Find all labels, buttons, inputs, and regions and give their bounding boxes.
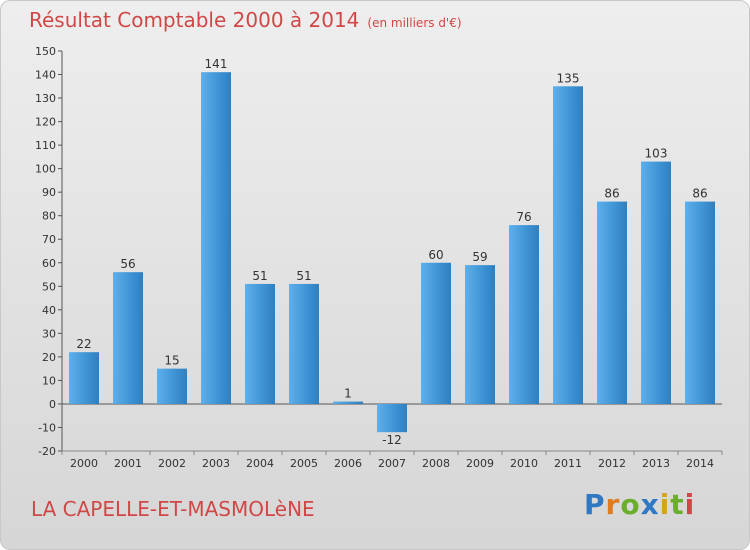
bar-2006 (333, 401, 363, 404)
bar-2008 (421, 262, 451, 404)
y-tick-label: 60 (42, 257, 56, 270)
logo-letter: x (640, 488, 660, 521)
x-tick-label-2003: 2003 (202, 457, 230, 470)
bar-2013 (641, 161, 671, 404)
y-tick-label: -20 (38, 445, 56, 458)
data-label-2000: 22 (76, 337, 91, 351)
bar-2009 (465, 265, 495, 404)
chart-title: Résultat Comptable 2000 à 2014 (en millie… (29, 8, 462, 32)
data-label-2008: 60 (428, 248, 443, 262)
bar-2010 (509, 225, 539, 404)
y-tick-label: 20 (42, 351, 56, 364)
bar-2014 (685, 201, 715, 404)
bar-2000 (69, 352, 99, 404)
data-label-2005: 51 (296, 269, 311, 283)
x-tick-label-2014: 2014 (686, 457, 714, 470)
y-tick-label: 80 (42, 210, 56, 223)
data-label-2004: 51 (252, 269, 267, 283)
y-tick-label: 140 (35, 69, 56, 82)
data-label-2014: 86 (692, 187, 707, 201)
x-tick-label-2011: 2011 (554, 457, 582, 470)
x-tick-label-2006: 2006 (334, 457, 362, 470)
x-tick-label-2001: 2001 (114, 457, 142, 470)
data-label-2011: 135 (557, 71, 580, 85)
bar-2004 (245, 283, 275, 404)
x-tick-label-2007: 2007 (378, 457, 406, 470)
x-tick-label-2002: 2002 (158, 457, 186, 470)
y-tick-label: 150 (35, 45, 56, 58)
y-tick-label: 90 (42, 186, 56, 199)
chart-unit-label: (en milliers d'€) (367, 16, 462, 30)
data-label-2012: 86 (604, 187, 619, 201)
x-tick-label-2008: 2008 (422, 457, 450, 470)
logo-letter: i (659, 488, 671, 521)
chart-title-text: Résultat Comptable 2000 à 2014 (29, 8, 360, 32)
data-label-2010: 76 (516, 210, 531, 224)
bar-2012 (597, 201, 627, 404)
x-tick-label-2010: 2010 (510, 457, 538, 470)
x-tick-label-2000: 2000 (70, 457, 98, 470)
y-tick-label: 10 (42, 374, 56, 387)
data-label-2009: 59 (472, 250, 487, 264)
data-label-2003: 141 (205, 57, 228, 71)
bar-2011 (553, 86, 583, 404)
y-tick-label: 130 (35, 92, 56, 105)
logo-letter: r (605, 488, 621, 521)
logo-letter: P (584, 488, 606, 521)
y-tick-label: 70 (42, 233, 56, 246)
x-tick-label-2012: 2012 (598, 457, 626, 470)
y-tick-label: 120 (35, 116, 56, 129)
proxiti-logo: Proxiti (584, 488, 695, 521)
y-tick-label: 40 (42, 304, 56, 317)
bar-2002 (157, 368, 187, 404)
y-tick-label: 0 (49, 398, 56, 411)
y-tick-label: 100 (35, 163, 56, 176)
x-tick-label-2009: 2009 (466, 457, 494, 470)
y-tick-label: 110 (35, 139, 56, 152)
data-label-2013: 103 (645, 147, 668, 161)
bar-2003 (201, 72, 231, 404)
logo-letter: i (684, 488, 696, 521)
data-label-2006: 1 (344, 387, 352, 401)
y-tick-label: 50 (42, 280, 56, 293)
x-tick-label-2013: 2013 (642, 457, 670, 470)
x-tick-label-2005: 2005 (290, 457, 318, 470)
x-tick-label-2004: 2004 (246, 457, 274, 470)
commune-name: LA CAPELLE-ET-MASMOLèNE (31, 497, 315, 521)
bar-2007 (377, 403, 407, 433)
logo-letter: t (670, 488, 685, 521)
logo-letter: o (620, 488, 641, 521)
y-tick-label: 30 (42, 327, 56, 340)
y-tick-label: -10 (38, 421, 56, 434)
data-label-2007: -12 (382, 433, 402, 447)
bar-2005 (289, 283, 319, 404)
data-label-2002: 15 (164, 354, 179, 368)
data-label-2001: 56 (120, 257, 135, 271)
bar-2001 (113, 272, 143, 404)
